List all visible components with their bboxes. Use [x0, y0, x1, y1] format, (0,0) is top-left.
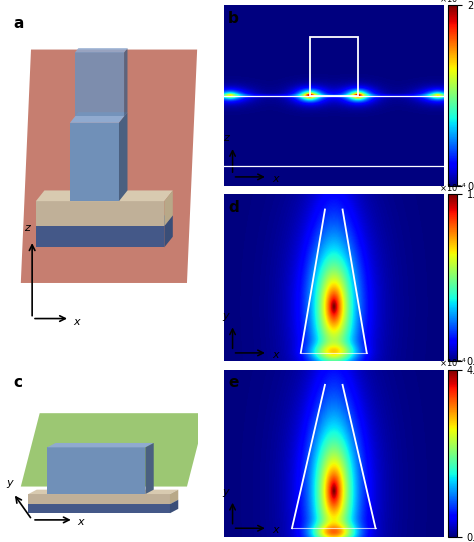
Text: e: e [228, 375, 238, 390]
Polygon shape [146, 443, 154, 494]
Polygon shape [119, 112, 128, 201]
Polygon shape [36, 215, 173, 226]
Text: b: b [228, 11, 239, 26]
Text: z: z [223, 133, 229, 143]
Polygon shape [21, 49, 197, 283]
Text: d: d [228, 199, 239, 215]
Polygon shape [75, 53, 124, 117]
Polygon shape [47, 443, 154, 447]
Polygon shape [164, 190, 173, 226]
Polygon shape [28, 504, 170, 513]
Polygon shape [124, 48, 128, 117]
Text: c: c [13, 375, 22, 390]
Title: ×10$^{-4}$: ×10$^{-4}$ [438, 182, 467, 193]
Title: ×10$^{-4}$: ×10$^{-4}$ [438, 357, 467, 369]
Polygon shape [75, 48, 128, 53]
Text: y: y [6, 478, 13, 488]
Polygon shape [36, 190, 173, 201]
Polygon shape [28, 489, 178, 494]
Text: x: x [77, 517, 84, 527]
Polygon shape [36, 201, 164, 226]
Text: y: y [223, 487, 229, 496]
Text: x: x [272, 350, 279, 359]
Polygon shape [47, 447, 146, 494]
Polygon shape [21, 413, 206, 487]
Polygon shape [36, 226, 164, 247]
Polygon shape [70, 123, 119, 201]
Text: x: x [272, 525, 279, 535]
Polygon shape [170, 500, 178, 513]
Polygon shape [28, 500, 178, 504]
Text: y: y [223, 311, 229, 321]
Text: z: z [24, 223, 29, 233]
Text: x: x [272, 173, 279, 184]
Polygon shape [170, 489, 178, 504]
Polygon shape [164, 215, 173, 247]
Bar [310, 37, 358, 96]
Polygon shape [70, 112, 128, 123]
Polygon shape [28, 494, 170, 504]
Text: a: a [13, 16, 24, 31]
Text: x: x [73, 317, 80, 327]
Title: ×10$^{-4}$: ×10$^{-4}$ [439, 0, 467, 5]
